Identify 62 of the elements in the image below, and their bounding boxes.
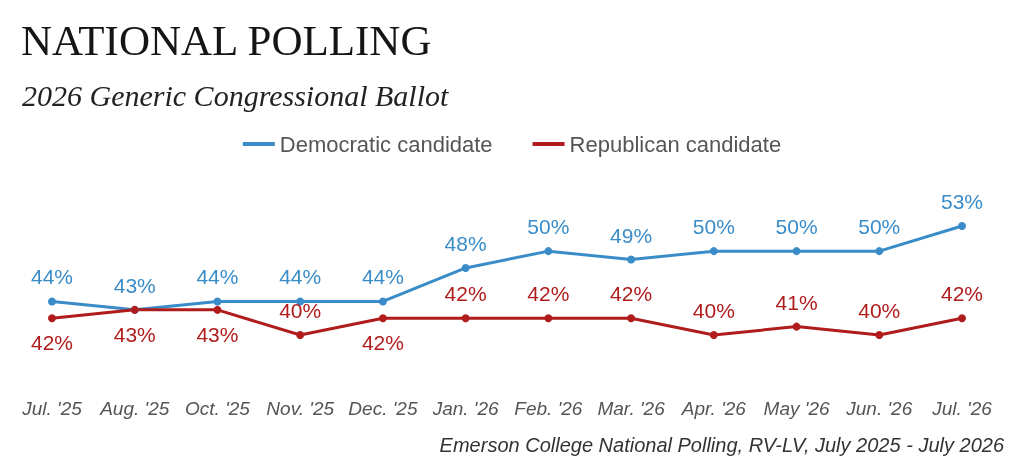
point (544, 314, 553, 323)
x-tick-label: Nov. '25 (266, 398, 335, 419)
data-label: 44% (279, 265, 322, 289)
point (709, 247, 718, 256)
x-tick-label: Jun. '26 (845, 398, 913, 419)
data-label: 48% (444, 231, 487, 255)
data-label: 43% (196, 322, 239, 346)
legend-label: Republican candidate (569, 131, 782, 157)
data-label: 49% (610, 223, 653, 247)
x-tick-label: Mar. '26 (597, 398, 666, 419)
data-label: 40% (858, 299, 901, 322)
point (544, 247, 553, 256)
data-label: 53% (940, 190, 984, 213)
data-label: 40% (692, 299, 735, 322)
data-label: 41% (775, 290, 818, 314)
data-label: 42% (361, 331, 404, 355)
point (378, 314, 387, 323)
x-tick-label: Dec. '25 (348, 398, 418, 419)
x-tick-label: May '26 (763, 398, 830, 419)
data-label: 44% (361, 265, 404, 289)
data-label: 42% (30, 331, 74, 355)
x-tick-label: Feb. '26 (514, 398, 583, 419)
x-tick-label: Jul. '26 (931, 398, 993, 419)
data-label: 42% (527, 282, 570, 306)
x-tick-label: Jul. '25 (21, 398, 83, 419)
point (296, 331, 305, 339)
data-label: 50% (527, 215, 570, 239)
point (48, 314, 56, 323)
data-label: 43% (113, 322, 156, 346)
point (213, 305, 222, 314)
data-label: 42% (444, 282, 487, 306)
point (461, 314, 470, 323)
chart-title: NATIONAL POLLING (21, 17, 432, 64)
data-label: 50% (692, 215, 735, 239)
point (958, 314, 966, 323)
x-tick-label: Jan. '26 (431, 398, 500, 419)
data-label: 40% (279, 299, 322, 322)
x-tick-label: Oct. '25 (185, 398, 251, 419)
point (627, 255, 636, 264)
data-label: 42% (610, 282, 653, 306)
legend-label: Democratic candidate (279, 131, 493, 157)
point (48, 297, 56, 306)
data-label: 50% (858, 215, 901, 239)
point (461, 263, 470, 272)
point (709, 331, 718, 339)
x-tick-label: Apr. '26 (680, 398, 747, 419)
data-label: 50% (775, 215, 818, 239)
data-label: 44% (30, 265, 74, 289)
point (627, 314, 636, 323)
data-label: 44% (196, 265, 239, 289)
point (875, 247, 884, 256)
text: Emerson College National Polling, RV-LV, July 2025 - July 2026 (439, 434, 1005, 456)
point (792, 247, 801, 256)
x-tick-label: Aug. '25 (99, 398, 170, 419)
point (792, 322, 801, 331)
chart-subtitle: 2026 Generic Congressional Ballot (22, 78, 450, 112)
data-label: 42% (940, 282, 984, 306)
point (378, 297, 387, 306)
data-label: 43% (113, 273, 156, 297)
point (958, 222, 966, 230)
point (213, 297, 222, 306)
point (875, 331, 884, 339)
